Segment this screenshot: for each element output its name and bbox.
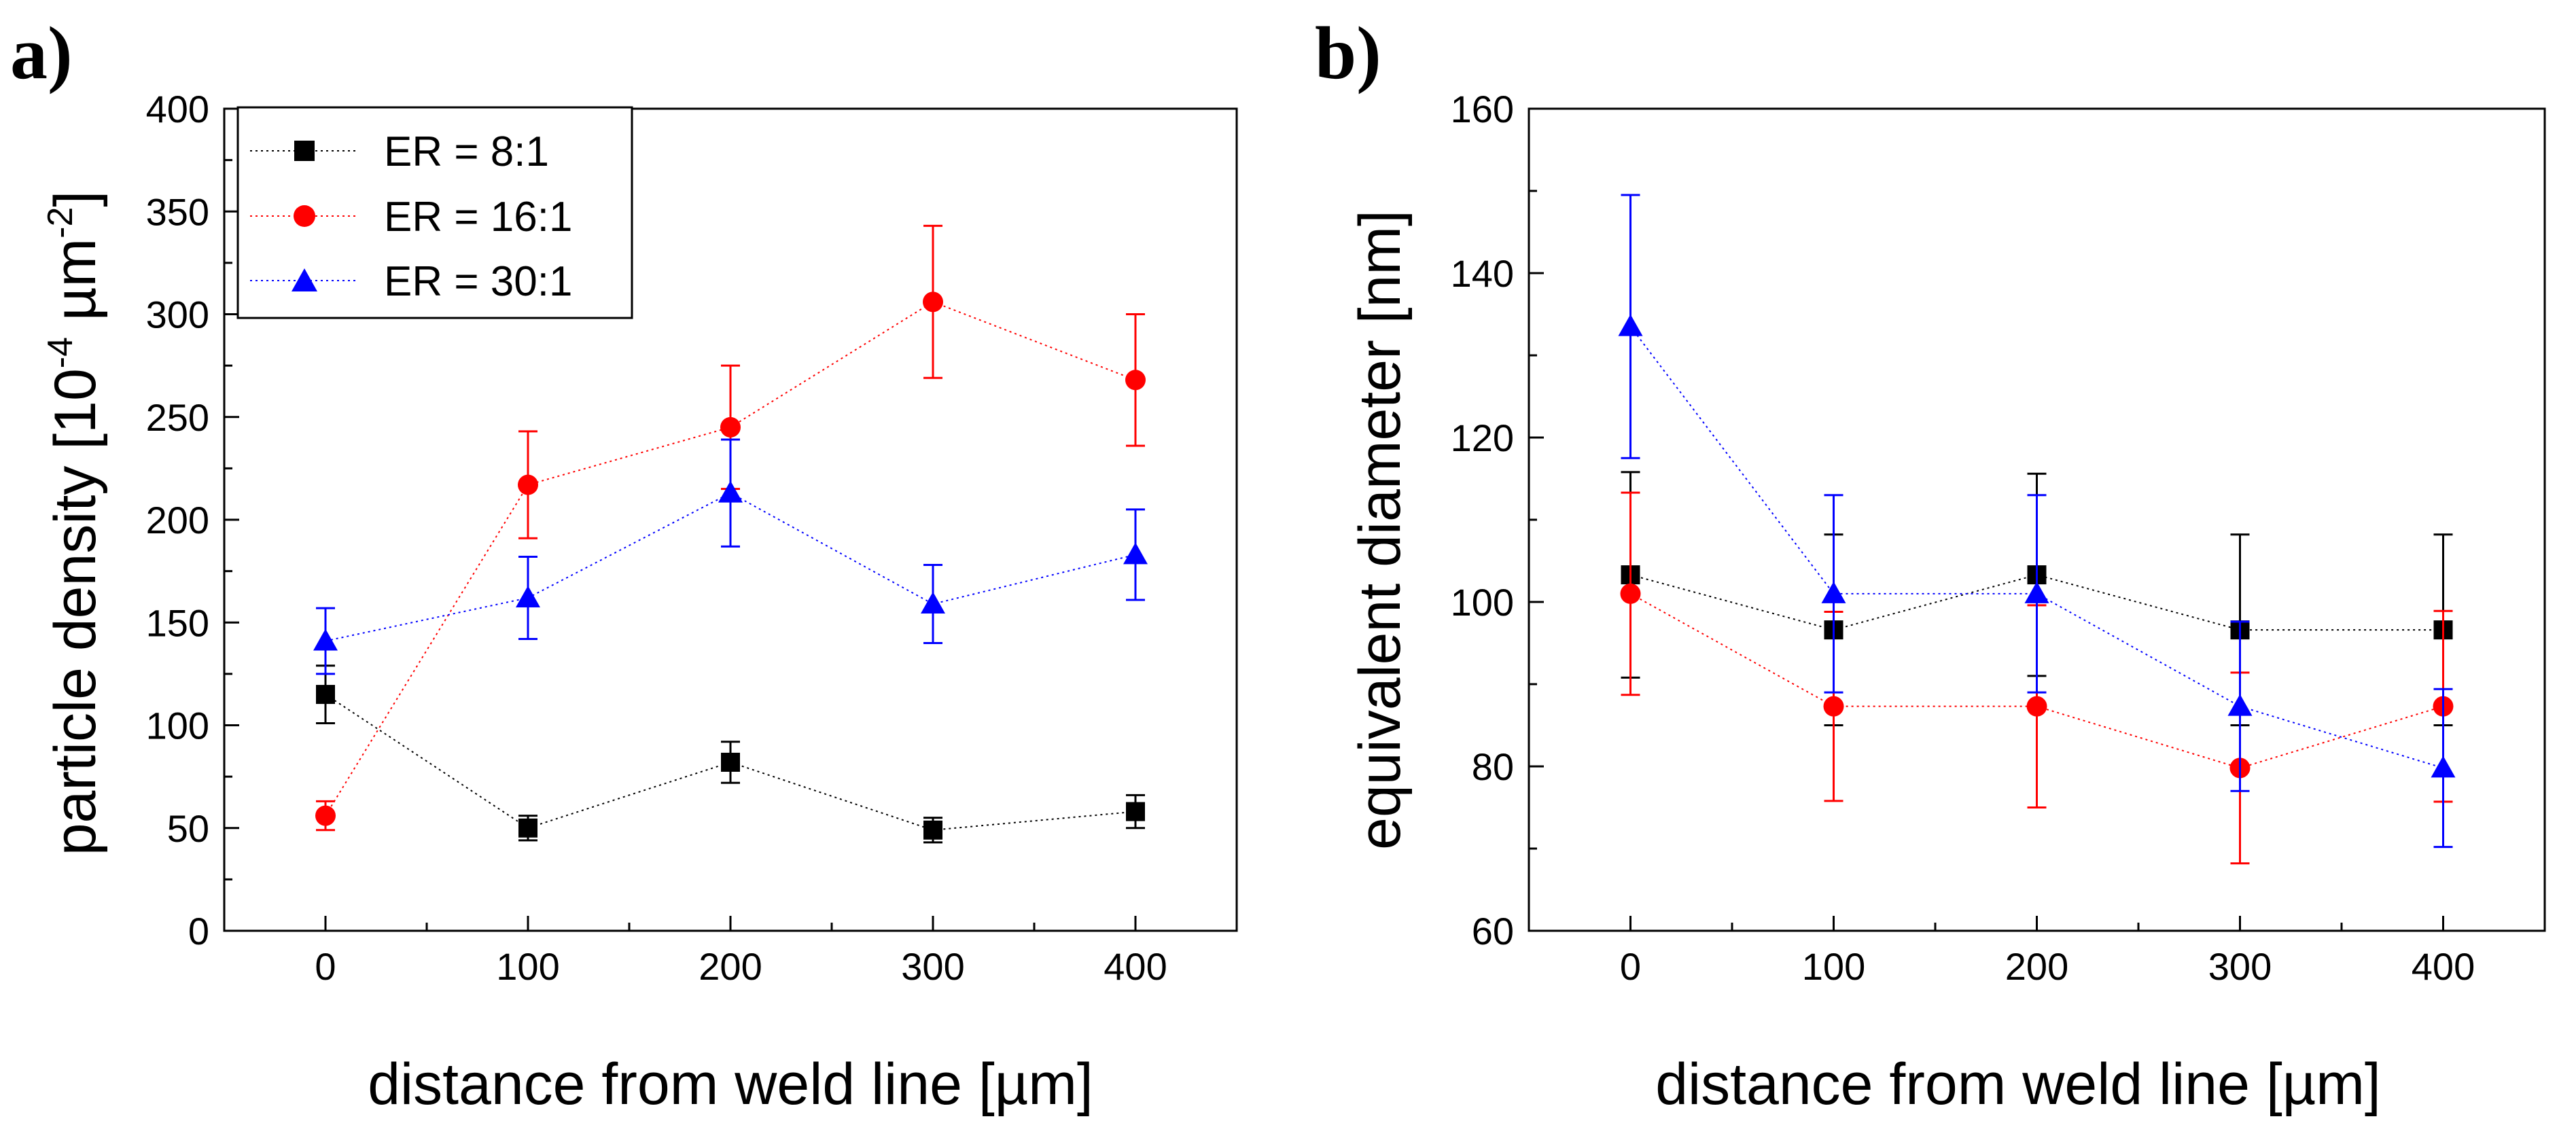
panel-b-point-er-30-1 — [2227, 694, 2253, 716]
panel-a-point-er-16-1 — [720, 416, 741, 438]
legend-entry-er-16: ER = 16:1 — [250, 194, 572, 241]
panel-a-y-tick-label: 400 — [146, 88, 209, 130]
panel-b-x-tick-label: 400 — [2412, 945, 2475, 988]
y-title-suffix: ] — [43, 191, 108, 207]
legend: ER = 8:1 ER = 16:1 ER = 30:1 — [236, 106, 633, 319]
y-title-sup1: -4 — [41, 337, 80, 368]
panel-b-point-er-30-1 — [2431, 755, 2456, 778]
legend-marker-square — [294, 141, 315, 161]
panel-b-axes: 0 100 200 300 400 60 80 100 120 140 160 — [1451, 88, 2546, 988]
y-title-middle: µm — [43, 238, 108, 337]
panel-b-x-tick-label: 100 — [1802, 945, 1865, 988]
panel-a-point-er-30-1 — [313, 628, 338, 651]
panel-a-point-er-8-1 — [518, 818, 537, 838]
panel-a: a) 0 100 200 300 400 0 50 100 150 200 250 300 350 400… — [10, 12, 1238, 1117]
panel-a-y-tick-label: 250 — [146, 396, 209, 439]
panel-b-x-tick-label: 300 — [2208, 945, 2272, 988]
panel-a-y-tick-label: 300 — [146, 294, 209, 336]
panel-a-point-er-8-1 — [721, 752, 740, 772]
panel-a-point-er-16-1 — [923, 291, 943, 313]
panel-a-point-er-8-1 — [923, 820, 942, 840]
panel-a-y-tick-label: 100 — [146, 705, 209, 747]
panel-a-series-er-16-1 — [315, 224, 1146, 832]
y-title-sup2: -2 — [41, 207, 80, 238]
panel-b-y-tick-label: 160 — [1451, 88, 1514, 130]
panel-b: b) 0 100 200 300 400 60 80 100 120 140 160 distanc… — [1315, 12, 2546, 1117]
panel-a-point-er-30-1 — [516, 585, 540, 607]
legend-marker-circle — [294, 205, 315, 227]
panel-a-point-er-8-1 — [1126, 802, 1145, 821]
panel-a-x-tick-label: 300 — [901, 945, 964, 988]
panel-a-point-er-8-1 — [316, 685, 335, 705]
panel-a-x-tick-label: 200 — [699, 945, 762, 988]
panel-b-point-er-16-1 — [1620, 583, 1641, 604]
legend-entry-er-8: ER = 8:1 — [250, 128, 549, 175]
panel-a-point-er-16-1 — [1125, 370, 1146, 391]
panel-a-point-er-16-1 — [315, 805, 336, 826]
panel-b-series — [1618, 194, 2456, 865]
panel-a-axes: 0 100 200 300 400 0 50 100 150 200 250 300 350 400 — [146, 88, 1238, 988]
panel-b-y-tick-label: 140 — [1451, 252, 1514, 295]
panel-a-x-axis-title: distance from weld line [µm] — [368, 1052, 1093, 1117]
panel-a-y-tick-label: 350 — [146, 190, 209, 233]
panel-label-b: b) — [1315, 12, 1381, 94]
legend-label-er-8: ER = 8:1 — [384, 128, 549, 175]
panel-b-point-er-30-1 — [1821, 581, 1846, 603]
y-title-prefix: particle density [10 — [43, 368, 108, 855]
panel-a-y-tick-label: 150 — [146, 601, 209, 644]
panel-a-x-tick-label: 0 — [315, 945, 336, 988]
panel-b-y-tick-label: 120 — [1451, 416, 1514, 459]
panel-b-series-er-30-1 — [1618, 194, 2456, 849]
panel-b-x-tick-label: 0 — [1620, 945, 1641, 988]
panel-a-point-er-30-1 — [1123, 542, 1148, 565]
panel-b-y-tick-label: 100 — [1451, 581, 1514, 624]
panel-b-point-er-16-1 — [1823, 696, 1844, 717]
panel-b-point-er-30-1 — [1618, 314, 1643, 336]
panel-a-x-tick-label: 400 — [1104, 945, 1167, 988]
panel-b-y-axis-title: equivalent diameter [nm] — [1347, 210, 1413, 850]
panel-b-point-er-16-1 — [2026, 696, 2047, 717]
panel-a-point-er-30-1 — [718, 480, 743, 503]
panel-a-y-tick-label: 50 — [167, 807, 209, 850]
panel-a-series-er-30-1 — [313, 438, 1148, 675]
panel-a-y-tick-label: 200 — [146, 499, 209, 541]
legend-marker-triangle — [292, 268, 317, 291]
panel-a-point-er-30-1 — [921, 592, 945, 614]
panel-a-series — [313, 224, 1148, 844]
panel-a-point-er-16-1 — [518, 474, 538, 495]
legend-label-er-16: ER = 16:1 — [384, 194, 572, 241]
panel-b-point-er-30-1 — [2024, 581, 2049, 603]
panel-a-series-er-8-1 — [316, 664, 1145, 844]
panel-a-y-axis-title: particle density [10-4 µm-2] — [41, 191, 108, 856]
panel-b-x-tick-label: 200 — [2005, 945, 2068, 988]
panel-a-y-tick-label: 0 — [188, 910, 209, 953]
panel-b-y-tick-label: 80 — [1472, 745, 1514, 788]
panel-b-y-tick-label: 60 — [1472, 910, 1514, 953]
legend-entry-er-30: ER = 30:1 — [250, 258, 572, 305]
panel-a-x-tick-label: 100 — [496, 945, 559, 988]
legend-label-er-30: ER = 30:1 — [384, 258, 572, 305]
panel-label-a: a) — [10, 12, 73, 94]
panel-b-x-axis-title: distance from weld line [µm] — [1655, 1052, 2381, 1117]
